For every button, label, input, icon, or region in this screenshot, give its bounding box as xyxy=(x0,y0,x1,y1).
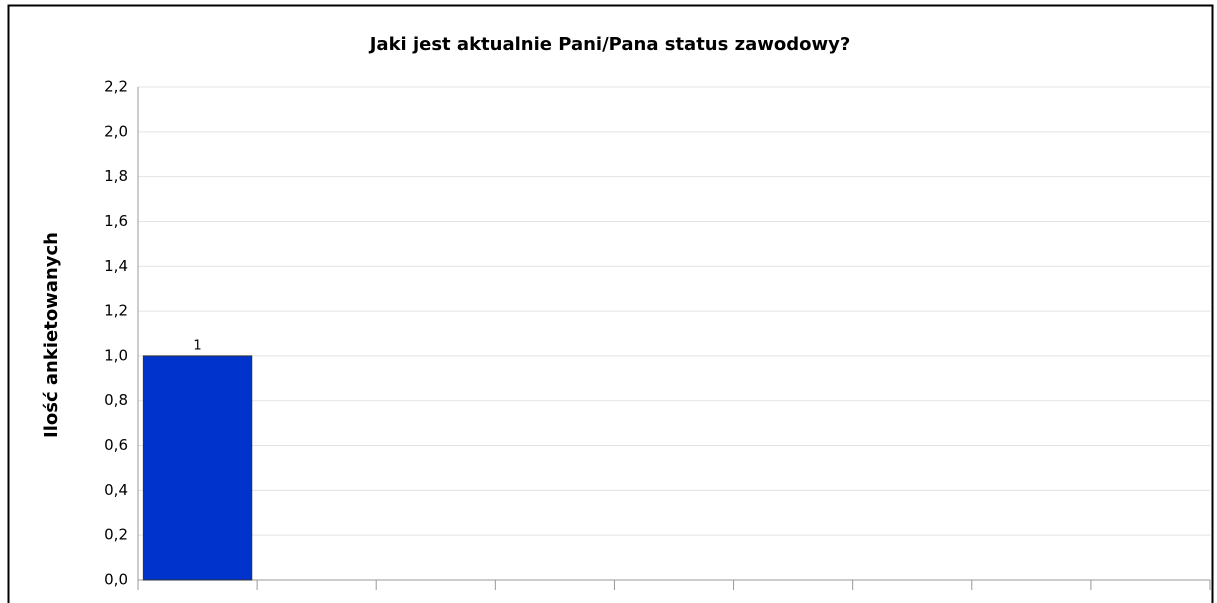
y-tick-label: 0,0 xyxy=(104,571,128,589)
y-tick-label: 0,4 xyxy=(104,481,128,499)
y-tick-label: 1,8 xyxy=(104,167,128,185)
y-tick-label: 2,0 xyxy=(104,122,128,140)
y-axis-title: Ilość ankietowanych xyxy=(41,232,62,438)
y-tick-label: 0,6 xyxy=(104,436,128,454)
chart-title: Jaki jest aktualnie Pani/Pana status zaw… xyxy=(368,34,851,55)
bar xyxy=(142,355,253,581)
y-tick-label: 0,8 xyxy=(104,391,128,409)
y-tick-label: 1,6 xyxy=(104,212,128,230)
value-label: 1 xyxy=(193,338,201,353)
y-tick-label: 1,0 xyxy=(104,346,128,364)
y-tick-label: 2,2 xyxy=(104,78,128,96)
chart-border xyxy=(7,4,1214,603)
y-tick-label: 1,2 xyxy=(104,302,128,320)
y-tick-label: 1,4 xyxy=(104,257,128,275)
y-tick-label: 0,2 xyxy=(104,526,128,544)
